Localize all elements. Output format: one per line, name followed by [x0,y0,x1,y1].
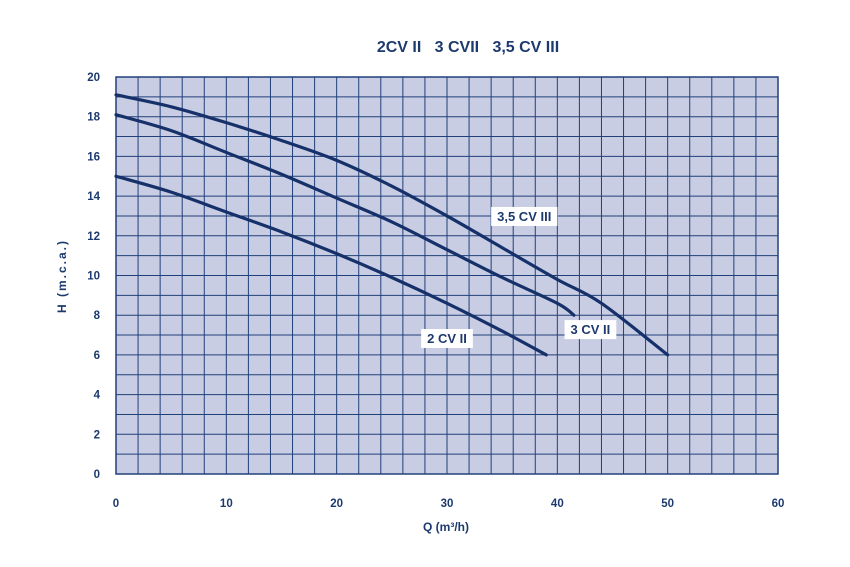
series-label-2: 3 CV II [564,320,617,340]
x-axis-label: Q (m³/h) [423,520,469,534]
series-label-3: 3,5 CV III [491,206,558,226]
y-tick-label: 2 [94,429,100,441]
y-tick-label: 6 [94,350,100,362]
y-axis-label: H (m.c.a.) [55,239,69,313]
series-label-box [421,329,473,349]
series-line-1 [114,174,548,357]
y-tick-label: 0 [94,469,100,481]
y-tick-label: 14 [87,191,100,203]
series-line-2 [114,113,576,317]
series-line-3 [114,93,670,357]
y-tick-label: 18 [87,112,100,124]
series-label-box [564,320,617,340]
y-tick-label: 8 [94,310,101,322]
x-tick-labels: 0 10 20 30 40 50 60 [113,498,785,510]
series-labels: 2 CV II 3 CV II 3,5 CV III [421,206,617,349]
series-lines [114,93,670,357]
series-label-text: 3 CV II [571,322,611,337]
series-label-text: 2 CV II [427,331,467,346]
y-tick-label: 16 [87,151,100,163]
series-label-text: 3,5 CV III [497,209,551,224]
x-tick-label: 60 [772,498,785,510]
series-label-box [491,206,558,226]
chart-title: 2CV II 3 CVII 3,5 CV III [377,39,559,56]
x-tick-label: 10 [220,498,233,510]
y-tick-label: 4 [94,390,101,402]
y-tick-label: 12 [87,231,100,243]
series-label-1: 2 CV II [421,329,473,349]
x-tick-label: 30 [441,498,454,510]
y-tick-label: 10 [87,271,100,283]
x-tick-label: 0 [113,498,119,510]
x-tick-label: 40 [551,498,564,510]
y-tick-label: 20 [87,72,100,84]
grid-lines [115,76,779,475]
x-tick-label: 20 [330,498,343,510]
y-tick-labels: 0 2 4 6 8 10 12 14 16 18 20 [87,72,100,481]
x-tick-label: 50 [661,498,674,510]
